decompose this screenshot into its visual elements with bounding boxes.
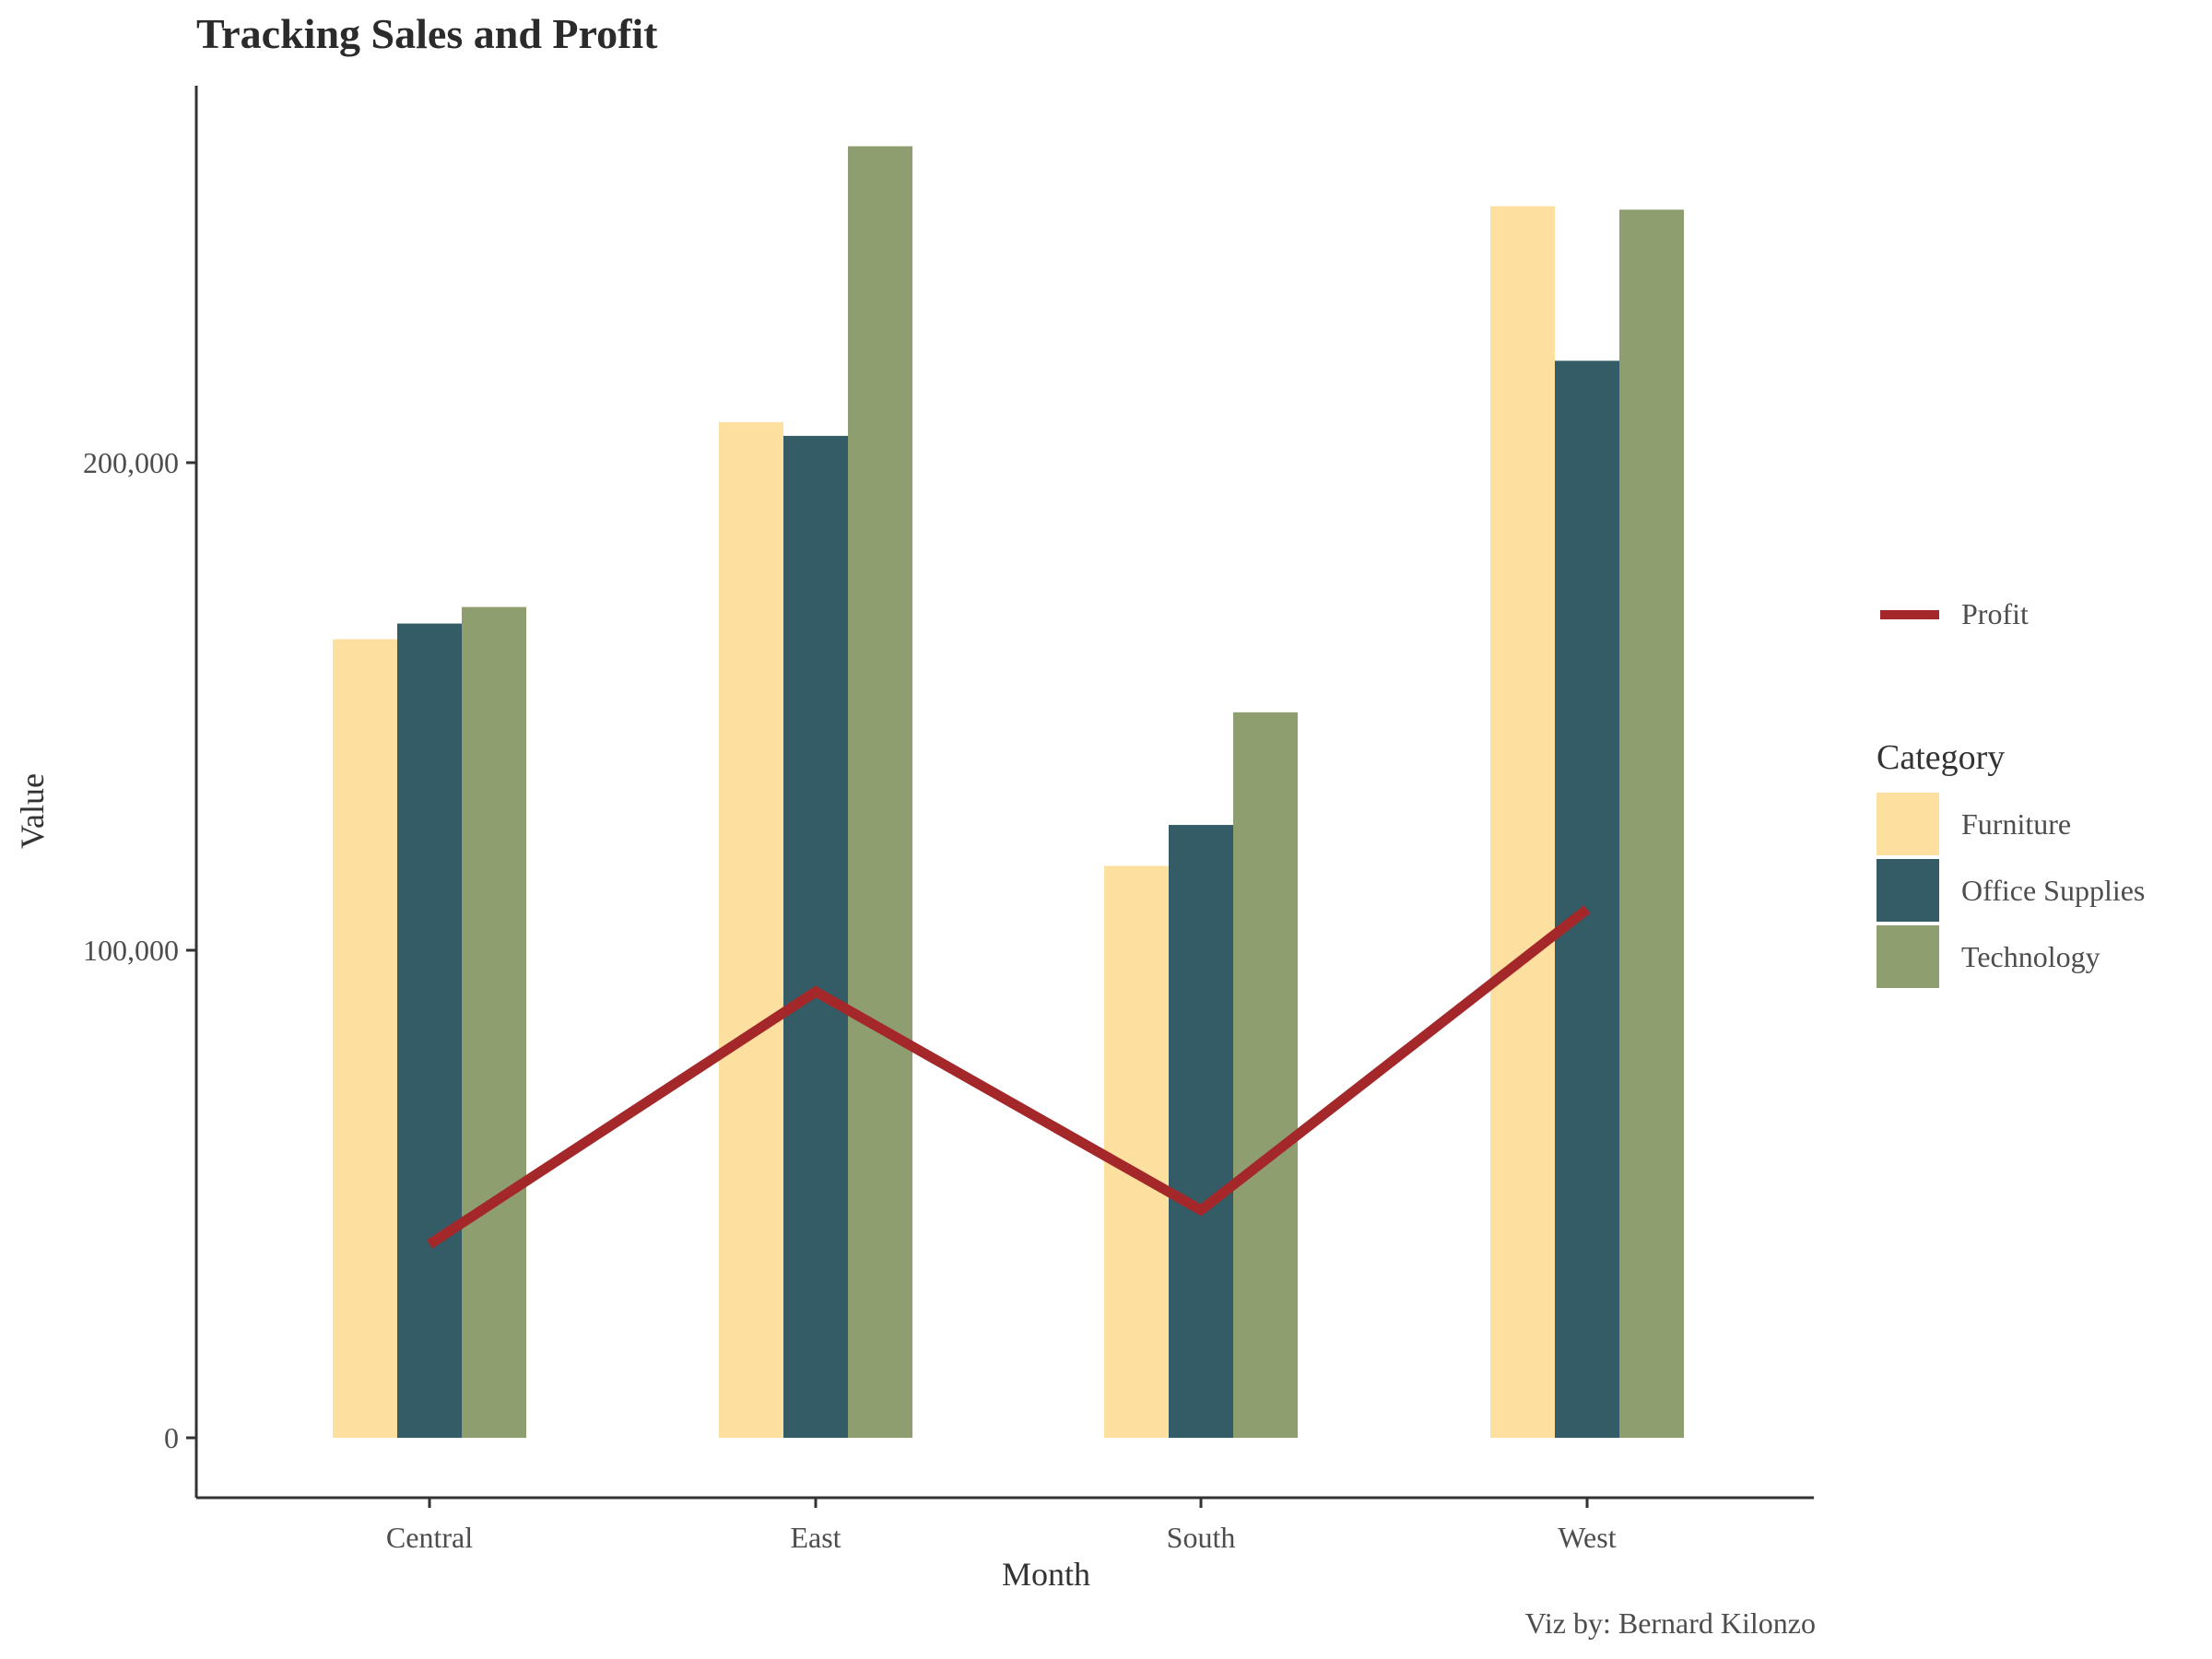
bar-office-supplies-central <box>397 623 462 1438</box>
legend-label-furniture: Furniture <box>1961 806 2072 841</box>
bar-furniture-west <box>1490 206 1555 1439</box>
x-tick-label: South <box>1167 1521 1236 1554</box>
legend-label-office-supplies: Office Supplies <box>1961 873 2146 907</box>
bar-furniture-east <box>719 422 783 1438</box>
y-tick-label: 0 <box>164 1421 179 1454</box>
legend-key-office-supplies <box>1877 859 1939 922</box>
bar-technology-east <box>848 146 912 1439</box>
legend-profit-line-key <box>1880 609 1939 619</box>
bar-furniture-central <box>333 639 397 1438</box>
x-tick-label: Central <box>386 1521 473 1554</box>
legend-label-technology: Technology <box>1961 939 2100 973</box>
bar-furniture-south <box>1104 865 1169 1438</box>
legend-key-furniture <box>1877 793 1939 855</box>
y-tick-label: 200,000 <box>83 446 179 479</box>
x-tick-label: East <box>790 1521 841 1554</box>
legend-key-technology <box>1877 925 1939 988</box>
bar-office-supplies-west <box>1555 360 1619 1439</box>
x-tick-label: West <box>1558 1521 1616 1554</box>
bar-office-supplies-south <box>1169 825 1233 1438</box>
bar-office-supplies-east <box>783 435 848 1438</box>
profit-line-layer <box>426 905 1591 1249</box>
bar-technology-west <box>1619 209 1684 1439</box>
chart-title: Tracking Sales and Profit <box>196 10 658 57</box>
bar-technology-central <box>462 606 526 1438</box>
x-axis-title: Month <box>1002 1556 1090 1593</box>
profit-line <box>426 905 1591 1249</box>
axes-layer: 0 100,000 200,000 Central East South West <box>83 86 1814 1554</box>
legend-profit-label: Profit <box>1961 597 2029 630</box>
legend-item-office-supplies: Office Supplies <box>1877 857 2145 924</box>
legend-category: Category Furniture Office Supplies Techn… <box>1877 737 2145 990</box>
y-tick-label: 100,000 <box>83 934 179 967</box>
y-axis-title: Value <box>14 773 51 849</box>
legend-item-furniture: Furniture <box>1877 791 2145 857</box>
legend-profit: Profit <box>1880 597 2029 631</box>
chart-caption: Viz by: Bernard Kilonzo <box>1524 1606 1816 1640</box>
bar-technology-south <box>1233 712 1298 1438</box>
legend-category-title: Category <box>1877 738 2006 777</box>
legend-item-technology: Technology <box>1877 924 2145 990</box>
bars-layer <box>333 146 1684 1439</box>
